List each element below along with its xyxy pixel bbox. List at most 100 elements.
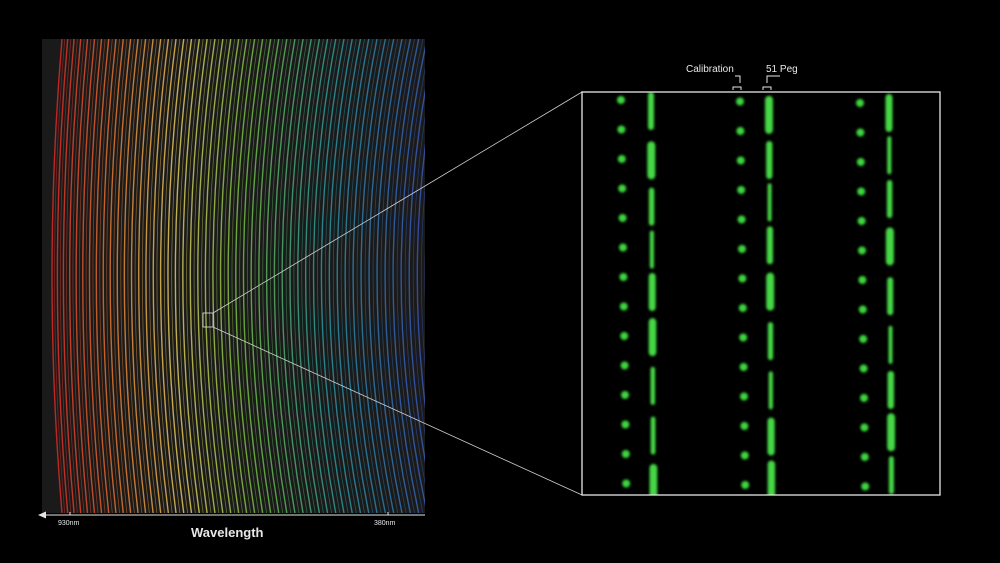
spectral-order-line [404,67,425,485]
spectral-order-line [75,39,89,513]
stellar-trace-segment [649,463,658,495]
calibration-spot [621,450,630,458]
calibration-spot [861,482,870,491]
spectral-order-line [438,39,466,513]
calibration-bracket [732,75,742,90]
calibration-spot [738,245,746,253]
spectral-order-line [186,39,204,513]
stellar-trace-segment [888,325,893,364]
51-peg-label: 51 Peg [766,64,798,75]
spectral-order-line [92,39,106,513]
spectral-order-line [123,39,139,513]
spectral-order-line [242,39,264,513]
spectral-order-line [420,183,425,369]
spectral-order-line [82,39,96,513]
spectral-order-line [265,39,288,513]
spectral-order-line [178,39,196,513]
zoom-inset-border [581,91,941,496]
spectral-order-line [356,39,382,513]
spectral-order-line [156,39,173,513]
spectral-order-line [189,39,208,513]
calibration-spot [741,481,750,489]
calibration-spot [736,156,745,165]
calibration-spot [618,214,627,222]
spectral-order-line [130,39,147,513]
spectral-order-line [193,39,212,513]
spectral-order-line [235,39,256,513]
calibration-spot [621,420,630,429]
stellar-trace-segment [887,136,892,175]
stellar-trace-segment [648,318,657,357]
peg-bracket [762,75,780,90]
calibration-spot [858,246,866,255]
spectral-order-line [254,39,276,513]
spectral-order-line [281,39,304,513]
spectral-order-line [262,39,284,513]
spectral-order-line [424,250,425,302]
spectral-order-line [246,39,268,513]
tick-label-930nm: 930nm [58,520,80,527]
spectral-order-line [216,39,236,513]
calibration-spot [738,274,747,283]
calibration-spot [856,99,864,107]
calibration-spot [737,215,746,224]
spectral-order-line [59,39,72,513]
spectral-order-line [372,39,399,513]
calibration-spot [740,451,749,460]
calibration-spot [617,155,626,163]
zoom-inset-content [617,92,896,495]
spectral-order-line [412,115,425,437]
calibration-spot [858,276,867,284]
spectral-order-line [62,39,75,513]
spectral-order-line [56,39,69,513]
spectral-orders [51,39,466,513]
spectral-order-line [368,39,395,513]
stellar-trace-segment [650,366,656,405]
stellar-trace-segment [650,416,656,455]
stellar-trace-segment [768,371,773,410]
calibration-spot [622,479,631,488]
spectral-order-line [258,39,280,513]
spectral-order-line [317,39,341,513]
spectral-order-line [328,39,353,513]
spectral-order-line [239,39,260,513]
spectral-order-line [51,39,63,513]
spectral-order-line [309,39,333,513]
calibration-spot [619,273,628,281]
stellar-trace-segment [888,456,894,495]
stellar-trace-segment [887,277,894,316]
spectral-order-line [79,39,92,513]
stellar-trace-segment [766,140,773,179]
spectral-order-line [301,39,324,513]
spectral-order-line [72,39,85,513]
calibration-spot [620,332,629,340]
spectral-order-line [223,39,244,513]
calibration-spot [859,335,868,343]
spectral-order-line [116,39,132,513]
calibration-spot [620,361,629,370]
spectral-order-line [324,39,349,513]
spectral-order-line [138,39,154,513]
stellar-trace-segment [887,413,896,452]
calibration-label: Calibration [686,64,734,75]
spectral-order-line [400,45,425,507]
spectral-order-line [332,39,357,513]
calibration-spot [617,96,625,104]
stellar-trace-segment [885,227,894,266]
spectral-order-line [352,39,378,513]
spectral-order-line [396,39,424,513]
spectral-order-line [344,39,370,513]
calibration-spot [856,128,865,137]
calibration-spot [740,422,749,430]
spectral-order-line [312,39,337,513]
zoom-inset [581,91,941,496]
stellar-trace-segment [648,187,655,226]
wavelength-axis-arrow [38,511,46,519]
zoom-region-box [202,312,214,328]
spectral-order-line [416,142,425,410]
spectral-order-line [99,39,113,513]
spectral-order-line [231,39,252,513]
spectral-order-line [95,39,110,513]
spectral-order-line [134,39,150,513]
stellar-trace-segment [649,230,654,269]
